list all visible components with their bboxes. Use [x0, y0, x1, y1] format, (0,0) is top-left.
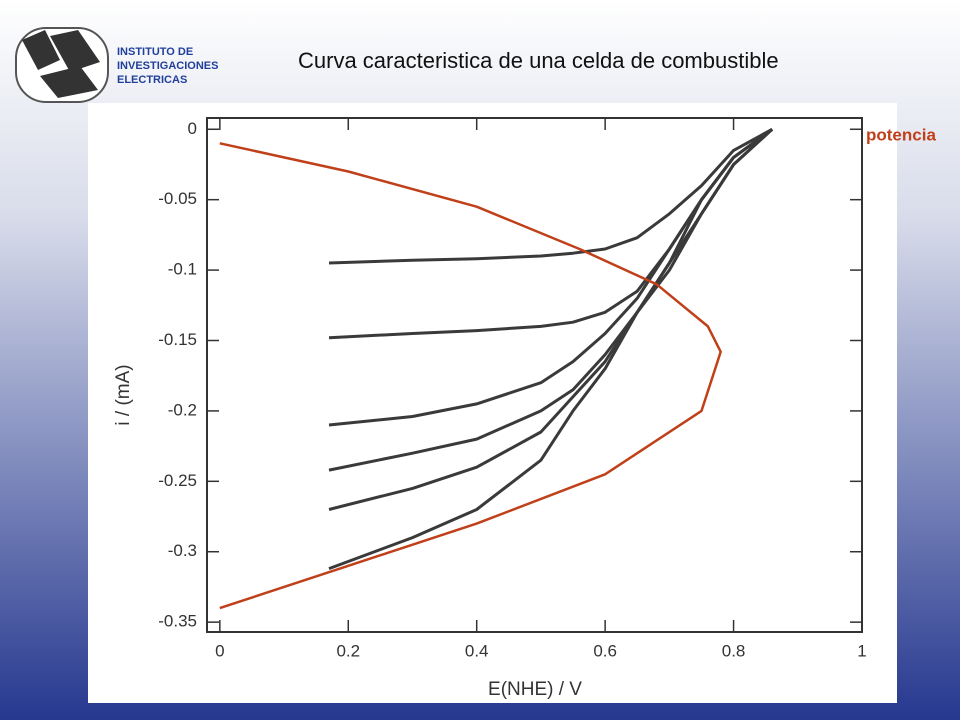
y-tick-label: -0.2: [168, 400, 197, 419]
legend-label: potencia: [866, 125, 936, 144]
chart-title: Curva caracteristica de una celda de com…: [298, 48, 779, 73]
y-axis-label: i / (mA): [113, 364, 134, 425]
y-tick-label: -0.05: [158, 189, 197, 208]
iv-curve: [328, 128, 774, 511]
power-curve: [219, 142, 722, 610]
org-line: INSTITUTO DE: [117, 46, 193, 58]
org-line: ELECTRICAS: [117, 74, 187, 86]
x-tick-label: 0.2: [336, 641, 360, 660]
chart-panel: [88, 103, 897, 703]
x-tick-label: 0.8: [722, 641, 746, 660]
y-tick-label: -0.35: [158, 612, 197, 631]
x-tick-label: 1: [857, 641, 866, 660]
y-tick-label: 0: [188, 119, 197, 138]
y-tick-label: -0.1: [168, 260, 197, 279]
x-tick-label: 0: [215, 641, 224, 660]
iv-curve: [328, 127, 773, 265]
org-line: INVESTIGACIONES: [117, 60, 218, 72]
iv-curve: [328, 128, 773, 571]
plot-frame: [206, 117, 863, 633]
x-tick-label: 0.4: [465, 641, 489, 660]
y-tick-label: -0.15: [158, 330, 197, 349]
x-tick-label: 0.6: [593, 641, 617, 660]
x-axis-label: E(NHE) / V: [488, 679, 582, 700]
y-tick-label: -0.3: [168, 541, 197, 560]
logo: [15, 27, 109, 103]
y-tick-label: -0.25: [158, 471, 197, 490]
